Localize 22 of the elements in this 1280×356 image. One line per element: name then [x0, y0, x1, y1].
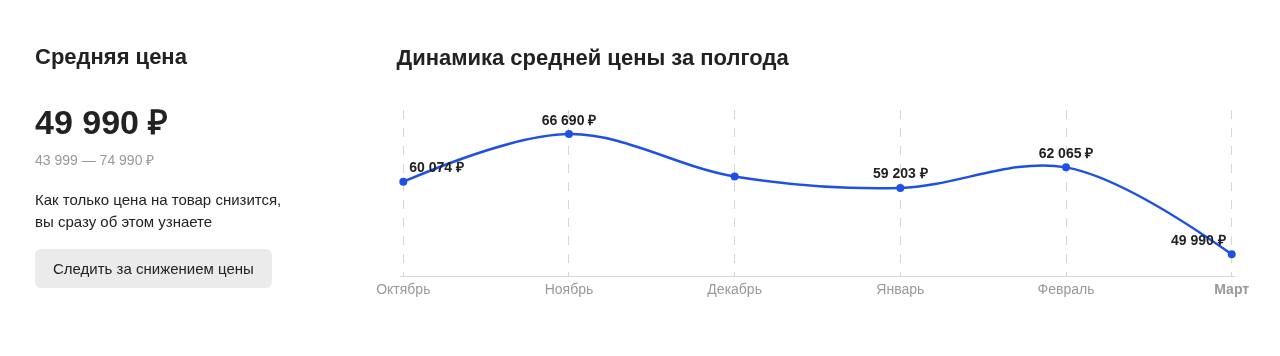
point — [730, 172, 739, 181]
x-tick-label: Март — [1214, 280, 1250, 297]
data-label: 62 065 ₽ — [1038, 144, 1094, 161]
point — [399, 177, 408, 186]
data-label: 59 203 ₽ — [872, 165, 928, 182]
data-label: 66 690 ₽ — [541, 111, 597, 128]
point — [1227, 250, 1236, 259]
x-tick-label: Февраль — [1037, 280, 1095, 297]
x-tick-label: Январь — [876, 280, 925, 297]
x-tick-label: Декабрь — [707, 280, 762, 297]
text: Средняя цена — [35, 44, 188, 70]
x-tick-label: Ноябрь — [544, 280, 594, 297]
point — [1062, 163, 1071, 172]
text: Как только цена на товар снизится, вы сразу об этом узнаете — [35, 190, 283, 232]
chart-title: Динамика средней цены за полгода — [396, 44, 790, 70]
x-tick-label: Октябрь — [376, 280, 431, 297]
text: 49 990 ₽ — [35, 102, 170, 143]
button: Следить за снижением цены — [35, 249, 272, 288]
data-label: 49 990 ₽ — [1170, 231, 1226, 248]
text: 43 999 — 74 990 ₽ — [35, 151, 156, 169]
point — [896, 183, 905, 192]
point — [564, 130, 573, 139]
